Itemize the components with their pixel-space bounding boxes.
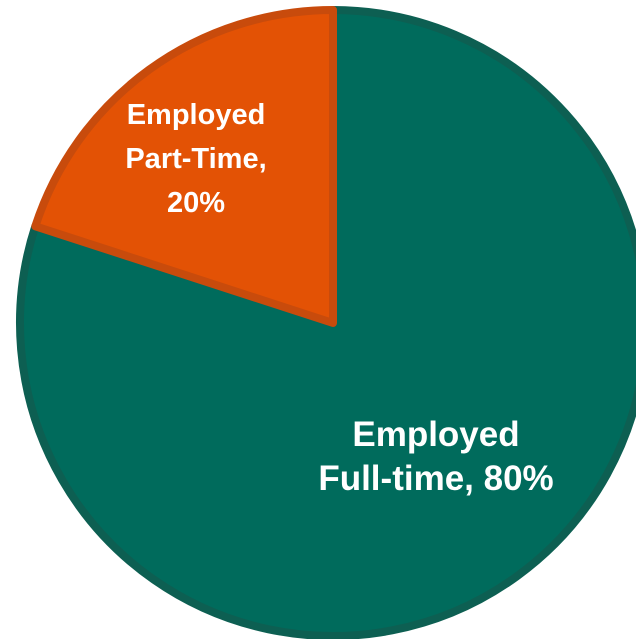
pie-slice-part-time: [31, 6, 337, 327]
slice-label-line: Employed: [127, 99, 266, 131]
slice-label-line: Part-Time,: [125, 143, 266, 175]
pie-slices: [16, 6, 636, 639]
slice-label-line: Full-time, 80%: [318, 459, 553, 498]
slice-label-full-time: Employed Full-time, 80%: [318, 415, 553, 498]
slice-label-line: Employed: [352, 415, 519, 454]
pie-labels: Employed Full-time, 80% Employed Part-Time,…: [125, 99, 553, 498]
slice-label-part-time: Employed Part-Time, 20%: [125, 99, 266, 219]
slice-label-line: 20%: [167, 187, 225, 219]
